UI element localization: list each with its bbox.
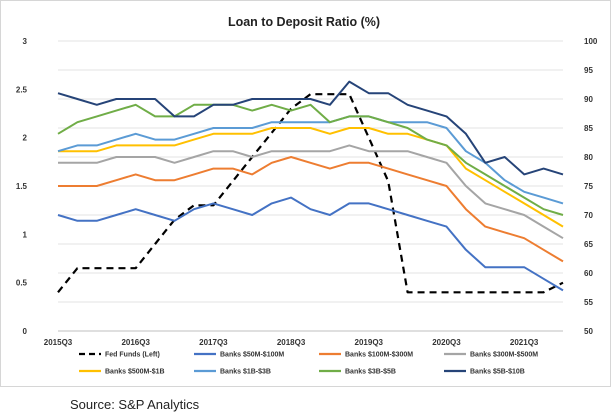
legend-label-banks-500m-1b: Banks $500M-$1B: [105, 369, 165, 376]
y-right-tick-label: 95: [584, 66, 593, 75]
legend-label-banks-100m-300m: Banks $100M-$300M: [345, 352, 413, 359]
axis-labels: 0 0.5 1 1.5 2 2.5 3 50 55 60 65 70 75 80 85 90 95 100 2015…: [16, 37, 598, 347]
y-right-tick-label: 50: [584, 327, 593, 336]
y-right-tick-label: 75: [584, 182, 593, 191]
y-right-tick-label: 55: [584, 298, 593, 307]
legend-label-banks-5b-10b: Banks $5B-$10B: [470, 369, 525, 376]
series-line-banks-300m-500m: [58, 144, 564, 240]
y-right-tick-label: 80: [584, 153, 593, 162]
y-left-tick-label: 2: [23, 134, 28, 143]
grid-lines: [58, 40, 563, 332]
series-line-banks-3b-5b: [57, 103, 564, 216]
series-line-banks-50m-100m: [57, 196, 564, 292]
x-tick-label: 2020Q3: [432, 338, 461, 347]
y-left-tick-label: 2.5: [16, 85, 28, 94]
x-tick-label: 2021Q3: [510, 338, 539, 347]
legend-label-fed-funds-left: Fed Funds (Left): [105, 352, 160, 359]
legend-label-banks-300m-500m: Banks $300M-$500M: [470, 352, 538, 359]
y-left-tick-label: 0: [23, 327, 28, 336]
y-left-tick-label: 1.5: [16, 182, 28, 191]
loan-to-deposit-chart: Loan to Deposit Ratio (%) 0 0.5 1 1.5 2 2.5 3 5…: [16, 15, 598, 376]
series-line-banks-500m-1b: [58, 127, 564, 228]
series-line-fed-funds-left: [57, 93, 564, 294]
y-left-tick-label: 0.5: [16, 279, 28, 288]
y-right-tick-label: 85: [584, 124, 593, 133]
series-line-banks-5b-10b: [57, 80, 564, 176]
source-note: Source: S&P Analytics: [70, 397, 200, 412]
y-right-tick-label: 100: [584, 37, 598, 46]
chart-frame: Loan to Deposit Ratio (%) 0 0.5 1 1.5 2 2.5 3 5…: [0, 0, 611, 387]
legend-label-banks-3b-5b: Banks $3B-$5B: [345, 369, 396, 376]
series-lines: [57, 80, 564, 294]
y-left-tick-label: 1: [23, 230, 28, 239]
chart-title: Loan to Deposit Ratio (%): [228, 15, 380, 29]
x-tick-label: 2016Q3: [121, 338, 150, 347]
series-line-banks-100m-300m: [58, 156, 564, 263]
y-right-tick-label: 60: [584, 269, 593, 278]
x-tick-label: 2018Q3: [277, 338, 306, 347]
y-left-tick-label: 3: [23, 37, 28, 46]
legend-label-banks-50m-100m: Banks $50M-$100M: [220, 352, 284, 359]
x-tick-label: 2017Q3: [199, 338, 228, 347]
y-right-tick-label: 90: [584, 95, 593, 104]
legend-label-banks-1b-3b: Banks $1B-$3B: [220, 369, 271, 376]
x-tick-label: 2019Q3: [355, 338, 384, 347]
legend: Fed Funds (Left) Banks $50M-$100M Banks $1…: [79, 352, 538, 376]
series-line-banks-1b-3b: [57, 115, 564, 205]
y-right-tick-label: 70: [584, 211, 593, 220]
x-tick-label: 2015Q3: [44, 338, 73, 347]
y-right-tick-label: 65: [584, 240, 593, 249]
